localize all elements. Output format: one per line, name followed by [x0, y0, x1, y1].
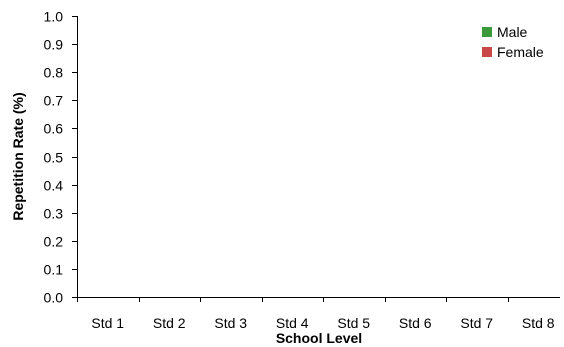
y-tick-label: 0.5 [44, 150, 64, 166]
legend: Male Female [482, 24, 544, 60]
y-tick-label: 0.9 [44, 37, 64, 53]
y-tick-label: 0.3 [44, 206, 64, 222]
y-tick-label: 0.4 [44, 178, 64, 194]
x-tick-label: Std 4 [276, 315, 309, 331]
y-tick-label: 0.0 [44, 290, 64, 306]
x-tick-label: Std 2 [153, 315, 186, 331]
x-tick-label: Std 3 [214, 315, 247, 331]
x-tick-label: Std 8 [522, 315, 555, 331]
legend-label-male: Male [497, 24, 528, 40]
x-tick-label: Std 5 [337, 315, 370, 331]
legend-swatch-male [482, 27, 492, 37]
y-tick-label: 0.2 [44, 234, 64, 250]
y-tick-label: 0.1 [44, 262, 64, 278]
y-tick-label: 0.8 [44, 65, 64, 81]
y-axis-title: Repetition Rate (%) [10, 92, 26, 220]
y-tick-label: 0.6 [44, 121, 64, 137]
x-tick-label: Std 1 [91, 315, 124, 331]
y-axis-ticks: 0.0 0.1 0.2 0.3 0.4 0.5 0.6 0.7 0.8 0.9 1.0 [44, 9, 77, 306]
y-tick-label: 0.7 [44, 93, 64, 109]
x-tick-label: Std 6 [399, 315, 432, 331]
y-tick-label: 1.0 [44, 9, 64, 25]
legend-label-female: Female [497, 44, 544, 60]
x-tick-label: Std 7 [460, 315, 493, 331]
x-axis-title: School Level [276, 330, 362, 346]
legend-swatch-female [482, 47, 492, 57]
x-axis-ticks: Std 1 Std 2 Std 3 Std 4 Std 5 Std 6 Std 7 Std 8 [77, 297, 555, 331]
